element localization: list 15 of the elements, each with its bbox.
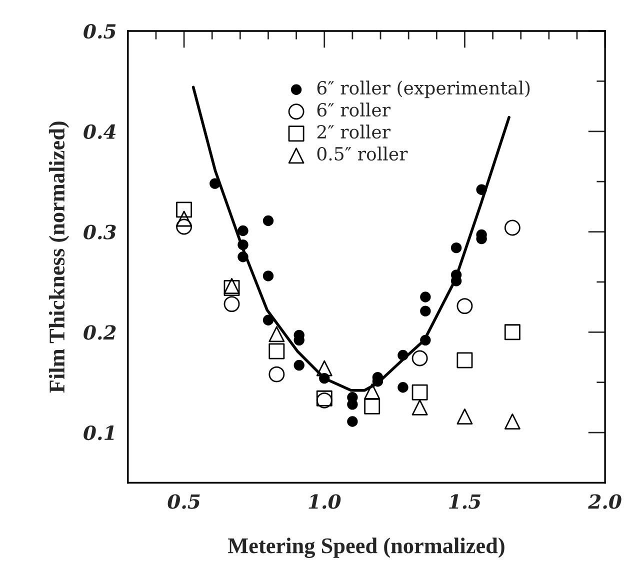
x-tick-label: 0.5 <box>168 494 200 509</box>
x-tick-label: 1.5 <box>449 494 480 509</box>
x-axis-title: Metering Speed (normalized) <box>228 538 504 558</box>
y-tick-label: 0.4 <box>84 124 116 140</box>
y-tick-label: 0.1 <box>84 425 114 440</box>
y-axis-title: Film Thickness (normalized) <box>48 122 70 393</box>
y-tick-label: 0.2 <box>84 325 116 340</box>
legend-label: 2″ roller <box>317 124 390 139</box>
y-tick-label: 0.3 <box>84 224 116 240</box>
legend-label: 6″ roller <box>317 102 390 117</box>
x-tick-label: 1.0 <box>308 494 341 509</box>
legend-label: 6″ roller (experimental) <box>317 80 530 98</box>
x-tick-label: 2.0 <box>588 494 622 509</box>
y-tick-label: 0.5 <box>84 24 116 39</box>
legend-label: 0.5″ roller <box>317 146 408 161</box>
